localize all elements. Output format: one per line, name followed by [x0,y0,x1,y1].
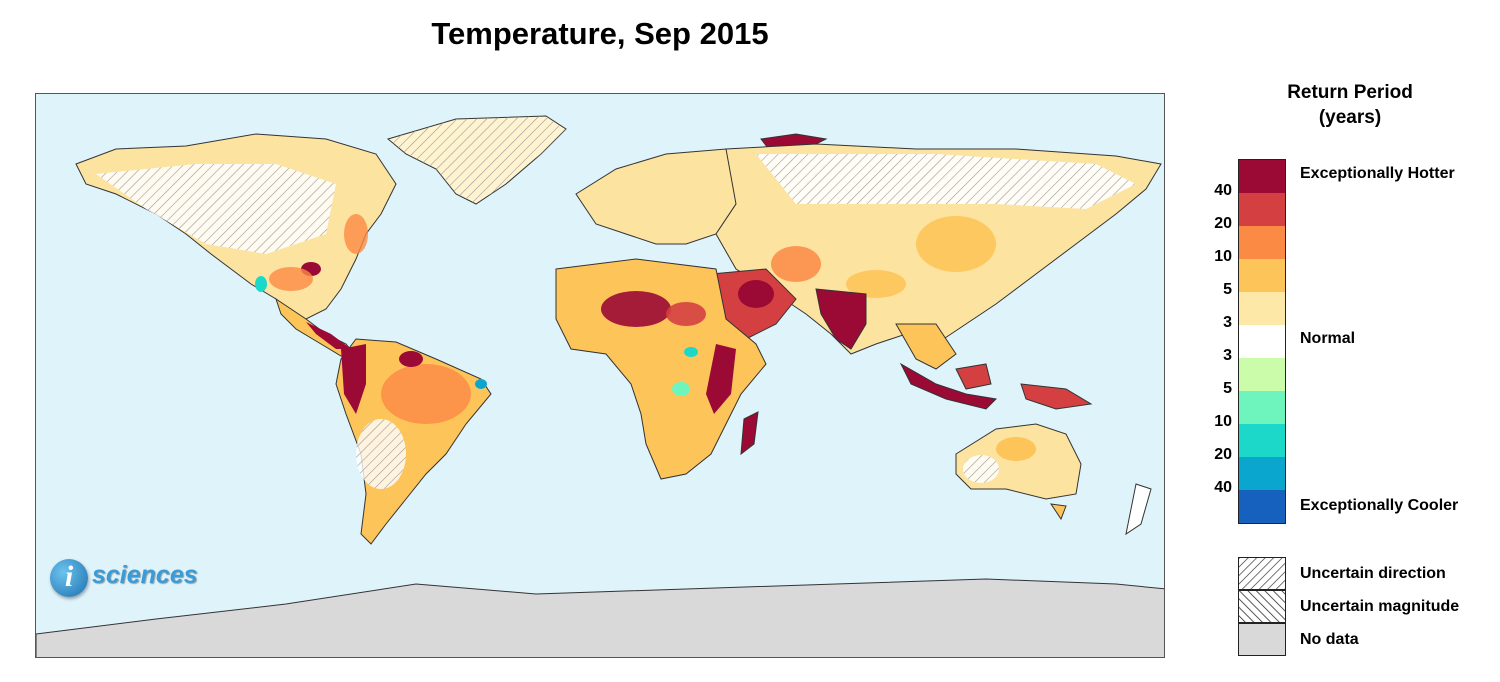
scale-cell [1239,424,1285,457]
color-scale-bar [1238,159,1286,524]
scale-tick-label: 20 [1214,446,1232,463]
scale-tick-label: 40 [1214,479,1232,496]
scale-tick-label: 20 [1214,215,1232,232]
swatch-uncertain-magnitude [1238,590,1286,623]
map-title: Temperature, Sep 2015 [431,16,769,51]
scale-cell [1239,292,1285,325]
scale-tick-label: 5 [1223,281,1232,298]
map-canvas [36,94,1164,657]
isciences-logo: i sciences [50,557,220,601]
india [815,288,867,350]
scale-cell [1239,358,1285,391]
hatch-single-icon [1239,558,1285,589]
category-cool: Exceptionally Cooler [1300,497,1459,514]
scale-tick-label: 3 [1223,314,1232,331]
scale-tick-label: 10 [1214,413,1232,430]
scale-tick-label: 40 [1214,182,1232,199]
legend-title-line2: (years) [1318,107,1382,128]
world-map [35,93,1165,658]
scale-tick-label: 10 [1214,248,1232,265]
scale-cell [1239,259,1285,292]
scale-cell [1239,391,1285,424]
scale-tick-label: 3 [1223,347,1232,364]
scale-cell [1239,226,1285,259]
scale-cell [1239,490,1285,523]
swatch-no-data [1238,623,1286,656]
legend-title-line1: Return Period [1287,82,1413,103]
scale-cell [1239,193,1285,226]
label-no-data: No data [1300,631,1359,648]
scale-cell [1239,325,1285,358]
logo-i-icon: i [50,559,88,597]
hatch-cross-icon [1239,591,1285,622]
swatch-uncertain-direction [1238,557,1286,590]
scale-cell [1239,160,1285,193]
label-uncertain-magnitude: Uncertain magnitude [1300,598,1460,615]
logo-letter: i [64,560,74,593]
scale-cell [1239,457,1285,490]
scale-tick-label: 5 [1223,380,1232,397]
label-uncertain-direction: Uncertain direction [1300,565,1446,582]
madagascar [740,411,759,456]
southeast-asia [895,323,957,370]
category-normal: Normal [1300,330,1356,347]
legend-title: Return Period (years) [1262,80,1438,130]
antarctica [36,578,1164,657]
indonesia [899,362,998,410]
logo-text: sciences [92,561,198,589]
category-hot: Exceptionally Hotter [1300,165,1455,182]
